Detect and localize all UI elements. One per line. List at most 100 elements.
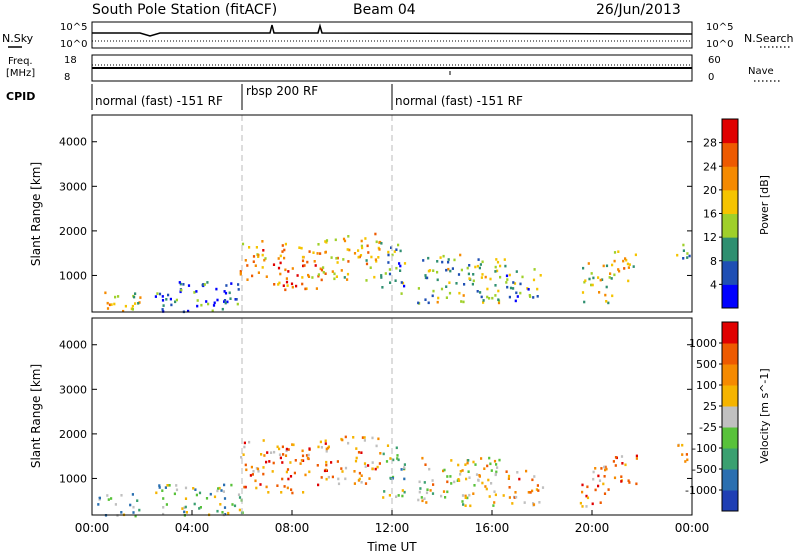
power-cell	[581, 291, 585, 294]
velocity-cell	[175, 488, 179, 492]
power-cell	[315, 287, 318, 290]
velocity-cell	[129, 503, 132, 507]
velocity-cell	[449, 475, 452, 478]
velocity-cell	[320, 446, 323, 449]
power-cell	[113, 302, 116, 306]
velocity-cell	[155, 491, 158, 495]
velocity-colorbar-tick: 100	[696, 379, 717, 392]
power-colorbar-swatch	[722, 119, 738, 144]
velocity-cell	[98, 496, 101, 500]
noise-left-tick-top: 10^5	[60, 22, 87, 33]
velocity-cell	[403, 463, 406, 466]
velocity-cell	[442, 469, 445, 473]
power-cell	[108, 303, 112, 307]
velocity-cell	[607, 488, 610, 491]
power-cell	[387, 261, 390, 264]
power-cell	[468, 277, 471, 280]
velocity-cell	[106, 494, 109, 497]
power-cell	[394, 279, 397, 282]
power-cell	[226, 300, 229, 304]
power-cell	[378, 248, 381, 251]
velocity-cell	[468, 476, 471, 479]
power-cell	[436, 270, 439, 274]
power-cell	[161, 299, 165, 302]
power-cell	[239, 271, 242, 275]
power-cell	[241, 242, 245, 246]
velocity-cell	[385, 460, 389, 463]
velocity-cell	[537, 489, 540, 492]
velocity-cell	[621, 462, 624, 465]
power-cell	[284, 268, 287, 272]
power-cell	[494, 265, 497, 269]
power-cell	[626, 262, 629, 266]
velocity-cell	[285, 449, 288, 453]
velocity-cell	[320, 476, 323, 479]
power-cell	[138, 301, 141, 304]
power-cell	[592, 276, 595, 280]
velocity-cell	[614, 456, 618, 459]
velocity-cell	[357, 451, 361, 454]
time-axis-label: Time UT	[366, 540, 417, 554]
power-cell	[403, 262, 407, 265]
velocity-cell	[132, 505, 135, 509]
velocity-cell	[490, 482, 493, 485]
velocity-cell	[421, 499, 424, 503]
power-cell	[375, 260, 378, 263]
power-cell	[494, 294, 497, 297]
power-cell	[455, 282, 458, 285]
velocity-cell	[352, 436, 355, 439]
power-cell	[223, 290, 226, 293]
velocity-cell	[585, 494, 588, 498]
velocity-cell	[431, 492, 435, 495]
velocity-cell	[281, 445, 284, 449]
velocity-cell	[360, 474, 363, 477]
velocity-cell	[523, 501, 526, 504]
freq-left-tick-bottom: 8	[64, 72, 70, 83]
power-cell	[324, 272, 327, 275]
velocity-cell	[120, 494, 123, 497]
velocity-cell	[185, 511, 188, 514]
power-cell	[459, 253, 462, 257]
velocity-cell	[377, 437, 380, 441]
power-cell	[156, 292, 159, 295]
velocity-cell	[183, 510, 186, 514]
velocity-cell	[493, 501, 496, 504]
power-cell	[295, 284, 298, 288]
velocity-cell	[493, 459, 497, 463]
power-cell	[441, 260, 444, 264]
velocity-cell	[217, 487, 220, 490]
velocity-cell	[216, 509, 219, 513]
power-cell	[374, 232, 377, 236]
velocity-cell	[525, 469, 528, 473]
power-cell	[431, 294, 434, 298]
power-cell	[439, 256, 442, 259]
velocity-cell	[421, 456, 424, 460]
power-cell	[196, 299, 199, 302]
velocity-cell	[538, 501, 541, 504]
power-cell	[365, 259, 368, 262]
power-cell	[474, 265, 477, 269]
power-colorbar-swatch	[722, 189, 738, 214]
velocity-cell	[120, 511, 123, 514]
velocity-cell	[446, 480, 449, 484]
velocity-cell	[281, 461, 284, 464]
power-cell	[187, 309, 190, 313]
power-ytick-label: 1000	[59, 269, 87, 282]
velocity-cell	[241, 511, 244, 514]
power-cell	[314, 264, 317, 267]
power-cell	[504, 264, 507, 268]
power-cell	[496, 260, 500, 264]
power-cell	[252, 255, 256, 258]
velocity-cell	[620, 475, 623, 478]
velocity-cell	[193, 502, 196, 506]
velocity-cell	[494, 472, 497, 476]
velocity-cell	[466, 461, 469, 465]
power-cell	[343, 239, 347, 243]
power-cell	[432, 269, 435, 272]
velocity-cell	[495, 470, 498, 474]
power-cell	[380, 274, 383, 277]
velocity-cell	[453, 480, 456, 484]
power-panel: 1000 2000 3000 4000 Slant Range [km] 4 8 12 16…	[29, 114, 771, 314]
velocity-cell	[429, 489, 432, 492]
power-cell	[334, 238, 337, 242]
